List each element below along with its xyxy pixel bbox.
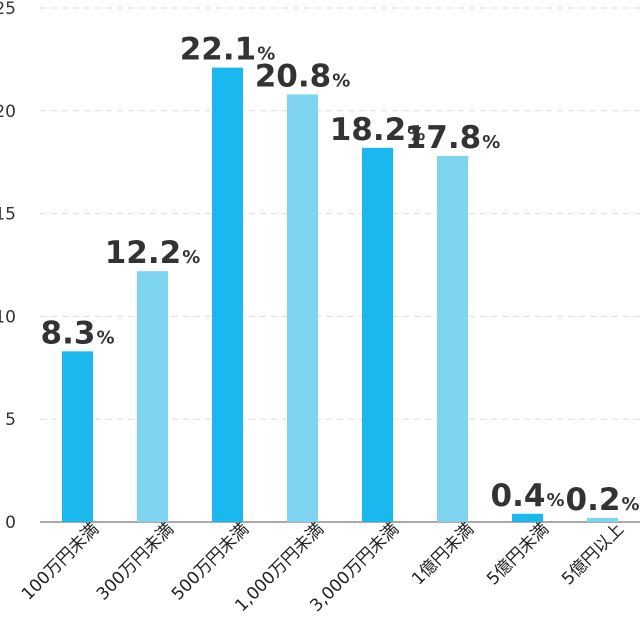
y-tick-label: 15 <box>0 205 16 225</box>
bar <box>362 147 393 523</box>
y-tick-label: 5 <box>5 410 16 430</box>
x-tick-label: 300万円未満 <box>93 519 178 604</box>
data-label: 0.2% <box>566 482 640 518</box>
y-axis-ticks: 0 5 10 15 20 25 <box>0 0 16 533</box>
y-tick-label: 20 <box>0 102 16 122</box>
bars <box>62 67 618 523</box>
data-label: 12.2% <box>105 235 201 271</box>
x-tick-label: 1億円未満 <box>408 519 478 589</box>
data-label: 22.1% <box>180 32 276 68</box>
y-tick-label: 10 <box>0 307 16 327</box>
bar <box>137 271 168 522</box>
x-tick-label: 5億円以上 <box>558 519 628 589</box>
data-label: 17.8% <box>405 120 501 156</box>
bar <box>587 517 618 522</box>
data-label: 18.2% <box>330 112 426 148</box>
data-label: 0.4% <box>491 478 565 514</box>
data-label: 20.8% <box>255 58 351 94</box>
value-labels: 8.3% 12.2% 22.1%20.8% 18.2%17.8% 0.4% 0.2% <box>41 32 640 518</box>
bar <box>437 156 468 523</box>
x-tick-label: 100万円未満 <box>18 519 103 604</box>
bar <box>212 67 243 523</box>
bar <box>62 351 93 522</box>
x-tick-label: 5億円未満 <box>483 519 553 589</box>
data-label: 8.3% <box>41 315 115 351</box>
bar <box>287 94 318 523</box>
y-tick-label: 0 <box>5 513 16 533</box>
y-tick-label: 25 <box>0 0 16 19</box>
bar <box>512 513 543 522</box>
